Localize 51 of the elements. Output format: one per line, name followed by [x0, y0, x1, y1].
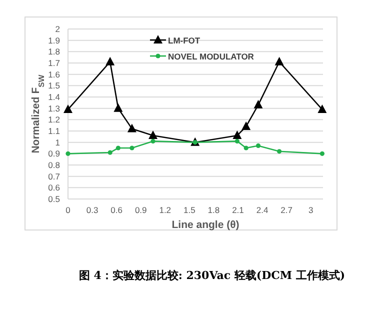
point — [66, 151, 70, 156]
y-tick-label: 0.7 — [48, 171, 60, 182]
y-tick-label: 1.9 — [48, 35, 60, 46]
point — [254, 100, 263, 108]
point — [256, 143, 261, 148]
point — [114, 103, 123, 112]
y-tick-label: 0.6 — [48, 182, 60, 193]
point — [276, 149, 282, 154]
x-tick-label: 2.4 — [256, 205, 268, 215]
x-tick-label: 1.2 — [159, 205, 172, 215]
x-tick-label: 0.6 — [110, 205, 123, 215]
y-tick-label: 0.9 — [48, 148, 60, 159]
x-axis-title: Line angle (θ) — [172, 219, 240, 231]
y-tick-label: 1.5 — [48, 80, 60, 91]
point — [318, 104, 327, 113]
point — [320, 151, 324, 156]
legend-label: NOVEL MODULATOR — [168, 52, 254, 62]
y-tick-label: 1.6 — [48, 69, 60, 80]
point — [64, 104, 72, 113]
point — [130, 146, 134, 150]
point — [242, 121, 251, 130]
x-tick-label: 1.8 — [208, 205, 220, 215]
y-tick-label: 2 — [55, 24, 60, 34]
y-tick-label: 1.2 — [48, 114, 60, 125]
point — [274, 56, 284, 66]
y-tick-label: 1.3 — [48, 103, 60, 114]
point — [150, 138, 156, 144]
y-tick-label: 1.1 — [48, 126, 60, 136]
y-tick-label: 1.7 — [48, 58, 60, 68]
x-tick-label: 0.9 — [134, 205, 148, 215]
x-tick-label: 1.5 — [184, 205, 196, 215]
point — [108, 150, 112, 155]
point — [234, 138, 240, 144]
x-tick-label: 0.3 — [86, 205, 98, 215]
point — [244, 146, 248, 150]
legend-label: LM-FOT — [168, 36, 201, 46]
x-tick-label: 3 — [308, 205, 314, 215]
point — [116, 146, 120, 150]
y-tick-label: 1.4 — [48, 92, 60, 102]
x-tick-label: 0 — [66, 205, 71, 215]
x-tick-label: 2.7 — [280, 205, 293, 215]
y-tick-label: 1 — [55, 137, 60, 148]
y-tick-label: 0.8 — [48, 160, 60, 170]
point — [127, 124, 136, 132]
y-tick-label: 1.8 — [48, 46, 60, 57]
caption: 图 4：实验数据比较: 230Vac 轻载(DCM 工作模式) — [78, 269, 346, 282]
x-tick-label: 2.1 — [232, 205, 244, 215]
point — [148, 130, 158, 140]
y-tick-label: 0.5 — [48, 194, 60, 204]
point — [106, 56, 115, 66]
point — [232, 130, 242, 140]
